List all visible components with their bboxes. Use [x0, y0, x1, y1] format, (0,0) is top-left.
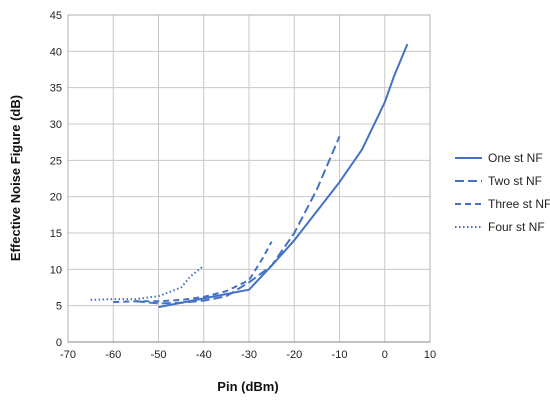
x-tick-label: 10	[424, 349, 436, 361]
x-tick-label: -10	[332, 349, 348, 361]
x-tick-label: -70	[60, 349, 76, 361]
legend-label-4: Four st NF	[488, 220, 545, 234]
x-tick-label: -60	[105, 349, 121, 361]
x-tick-label: -30	[241, 349, 257, 361]
x-axis-title: Pin (dBm)	[217, 379, 278, 394]
legend-label-2: Two st NF	[488, 174, 542, 188]
x-tick-label: -50	[151, 349, 167, 361]
x-tick-label: -20	[286, 349, 302, 361]
y-tick-label: 40	[50, 46, 62, 58]
series-line-3	[113, 241, 273, 303]
series-line-1	[158, 43, 409, 309]
y-tick-label: 25	[50, 155, 62, 167]
y-tick-labels: 0 5 10 15 20 25 30 35 40 45	[50, 10, 62, 349]
y-tick-label: 15	[50, 228, 62, 240]
series-lines	[90, 43, 409, 309]
y-tick-label: 35	[50, 83, 62, 95]
y-tick-label: 10	[50, 264, 62, 276]
series-line-2	[135, 136, 341, 305]
y-tick-label: 5	[56, 301, 62, 313]
y-tick-label: 20	[50, 192, 62, 204]
legend: One st NF Two st NF Three st NF Four st NF	[455, 151, 550, 234]
x-tick-labels: -70 -60 -50 -40 -30 -20 -10 0 10	[60, 349, 436, 361]
y-tick-label: 30	[50, 119, 62, 131]
legend-label-1: One st NF	[488, 151, 543, 165]
x-tick-label: 0	[382, 349, 388, 361]
y-tick-label: 45	[50, 10, 62, 22]
legend-label-3: Three st NF	[488, 197, 550, 211]
grid	[67, 14, 431, 343]
x-tick-label: -40	[196, 349, 212, 361]
y-axis-title: Effective Noise Figure (dB)	[8, 95, 23, 261]
series-line-4	[90, 264, 205, 301]
y-tick-label: 0	[56, 337, 62, 349]
